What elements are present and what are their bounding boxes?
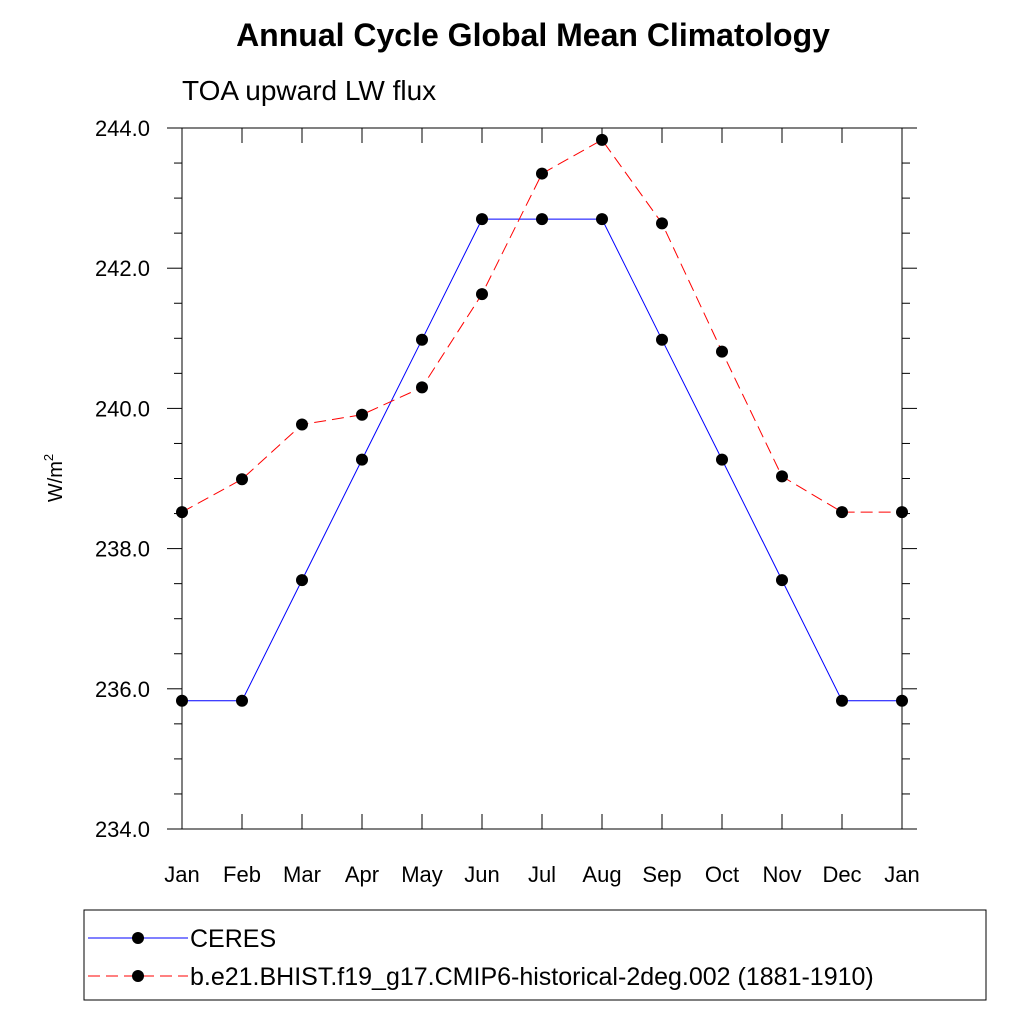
series-1-point (716, 453, 728, 466)
legend-label-2: b.e21.BHIST.f19_g17.CMIP6-historical-2de… (190, 963, 874, 991)
series-2-point (236, 473, 248, 486)
series-2-point (776, 470, 788, 483)
y-axis-label: W/m2 (41, 454, 67, 502)
y-tick-label: 244.0 (95, 116, 150, 141)
data-series (176, 133, 908, 707)
legend-marker-1 (132, 932, 144, 944)
y-tick-label: 236.0 (95, 677, 150, 702)
series-2-point (896, 506, 908, 519)
x-tick-label: May (401, 862, 443, 887)
series-2-point (476, 288, 488, 301)
axis-ticks: Jan Feb Mar Apr May Jun Jul Aug Sep Oct Nov Dec Jan 2… (95, 116, 920, 887)
series-2-point (416, 381, 428, 394)
series-1-point (356, 453, 368, 466)
series-line-1 (182, 218, 902, 702)
series-1-point (776, 574, 788, 587)
y-axis-label-superscript: 2 (41, 454, 56, 461)
legend-marker-2 (132, 970, 144, 982)
y-tick-label: 238.0 (95, 537, 150, 562)
x-tick-label: Dec (822, 862, 861, 887)
series-1-point (596, 213, 608, 226)
series-1-point (536, 213, 548, 226)
series-1-point (476, 213, 488, 226)
series-1-point (176, 694, 188, 707)
plot-border (181, 127, 903, 830)
y-axis-label-text: W/m (45, 461, 67, 502)
series-2-point (656, 217, 668, 230)
series-2-point (296, 418, 308, 431)
x-tick-label: Jun (464, 862, 499, 887)
series-2-point (596, 133, 608, 146)
x-tick-label: Nov (762, 862, 801, 887)
y-tick-label: 242.0 (95, 256, 150, 281)
series-1-point (296, 574, 308, 587)
chart-title: Annual Cycle Global Mean Climatology (236, 17, 830, 53)
legend: CERES b.e21.BHIST.f19_g17.CMIP6-historica… (83, 909, 987, 1001)
x-tick-label: Jan (884, 862, 919, 887)
series-1-point (656, 333, 668, 346)
x-tick-label: Apr (345, 862, 379, 887)
series-2-point (356, 408, 368, 421)
y-tick-label: 240.0 (95, 396, 150, 421)
x-tick-label: Jul (528, 862, 556, 887)
series-1-point (896, 694, 908, 707)
series-2-point (176, 506, 188, 519)
x-tick-label: Sep (642, 862, 681, 887)
series-1-point (416, 333, 428, 346)
series-2-point (836, 506, 848, 519)
plot-frame (181, 127, 903, 830)
chart-subtitle: TOA upward LW flux (182, 75, 436, 106)
x-tick-label: Oct (705, 862, 739, 887)
x-tick-label: Mar (283, 862, 321, 887)
series-line-2 (181, 139, 902, 513)
y-tick-label: 234.0 (95, 817, 150, 842)
series-1-point (236, 694, 248, 707)
x-tick-label: Feb (223, 862, 261, 887)
series-1-point (836, 694, 848, 707)
legend-label-1: CERES (190, 925, 276, 953)
x-tick-label: Aug (582, 862, 621, 887)
series-2-point (536, 167, 548, 180)
legend-box (83, 909, 987, 1001)
series-2-point (716, 345, 728, 358)
x-tick-label: Jan (164, 862, 199, 887)
